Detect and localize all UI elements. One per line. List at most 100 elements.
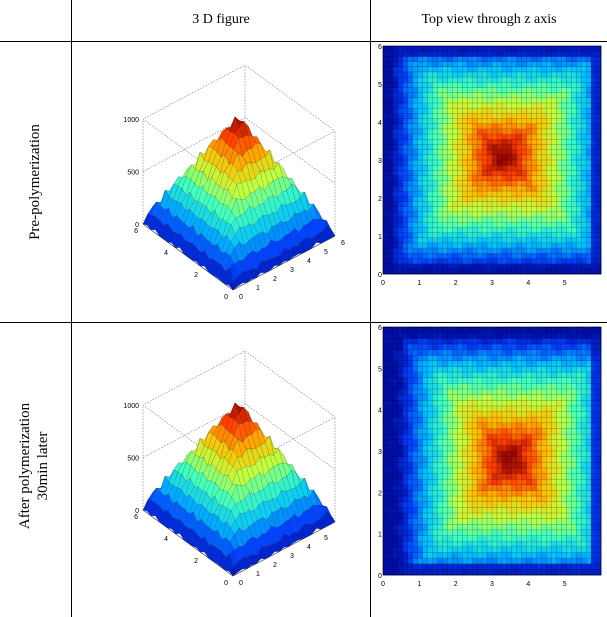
heatmap-cell [531, 92, 537, 99]
heatmap-cell [521, 327, 527, 333]
heatmap-cell [402, 546, 409, 553]
heatmap-cell [536, 71, 542, 78]
heatmap-cell [402, 134, 409, 140]
heatmap-cell [516, 327, 523, 333]
heatmap-cell [387, 206, 394, 213]
heatmap-cell [576, 123, 582, 130]
heatmap-cell [511, 467, 518, 474]
heatmap-cell [462, 149, 468, 156]
heatmap-cell [402, 394, 409, 401]
heatmap-cell [477, 479, 483, 486]
heatmap-cell [536, 558, 542, 565]
heatmap-cell [541, 428, 547, 435]
y-tick-label: 0 [378, 573, 382, 580]
heatmap-cell [492, 263, 498, 270]
heatmap-cell [467, 383, 473, 390]
heatmap-cell [427, 338, 433, 345]
heatmap-cell [531, 139, 537, 145]
heatmap-cell [417, 372, 423, 379]
heatmap-cell [417, 327, 423, 333]
heatmap-cell [561, 113, 567, 119]
heatmap-cell [427, 501, 433, 508]
heatmap-cell [492, 237, 498, 244]
heatmap-cell [546, 467, 552, 474]
heatmap-cell [556, 535, 562, 542]
heatmap-cell [383, 462, 389, 469]
heatmap-cell [541, 343, 547, 350]
heatmap-cell [506, 490, 513, 497]
heatmap-cell [496, 201, 503, 207]
heatmap-cell [556, 558, 562, 565]
heatmap-cell [472, 139, 478, 145]
heatmap-cell [576, 227, 582, 233]
heatmap-cell [437, 383, 443, 390]
heatmap-cell [566, 422, 572, 429]
heatmap-cell [402, 56, 409, 62]
heatmap-cell [462, 507, 468, 514]
heatmap-cell [422, 462, 428, 469]
heatmap-cell [462, 558, 468, 565]
heatmap-cell [571, 332, 577, 339]
heatmap-cell [452, 118, 458, 125]
heatmap-cell [581, 108, 587, 114]
heatmap-cell [496, 417, 503, 424]
heatmap-cell [477, 411, 483, 418]
heatmap-cell [571, 490, 577, 497]
heatmap-cell [432, 92, 438, 99]
heatmap-cell [442, 268, 448, 275]
heatmap-cell [482, 507, 488, 514]
heatmap-cell [477, 524, 483, 531]
heatmap-cell [387, 451, 394, 457]
heatmap-cell [566, 211, 572, 218]
heatmap-cell [397, 154, 404, 161]
heatmap-cell [596, 563, 602, 570]
heatmap-cell [482, 338, 488, 345]
heatmap-cell [383, 490, 389, 497]
heatmap-cell [536, 180, 542, 187]
heatmap-cell [402, 484, 409, 491]
heatmap-cell [432, 56, 438, 62]
heatmap-cell [496, 222, 503, 228]
heatmap-cell [442, 343, 448, 350]
heatmap-cell [383, 541, 389, 548]
heatmap-cell [531, 349, 537, 356]
surface-cell [284, 518, 295, 537]
heatmap-cell [462, 411, 468, 418]
heatmap-cell [407, 541, 414, 548]
heatmap-cell [417, 237, 423, 244]
heatmap-cell [536, 227, 542, 233]
heatmap-cell [521, 170, 527, 176]
heatmap-cell [447, 56, 453, 62]
heatmap-cell [447, 191, 453, 197]
heatmap-cell [571, 445, 577, 452]
heatmap-cell [511, 170, 518, 176]
heatmap-cell [546, 343, 552, 350]
heatmap-cell [472, 479, 478, 486]
heatmap-cell [467, 355, 473, 362]
heatmap-cell [576, 118, 582, 125]
heatmap-cell [427, 191, 433, 197]
heatmap-cell [566, 428, 572, 435]
heatmap-cell [397, 383, 404, 390]
heatmap-cell [551, 180, 557, 187]
heatmap-cell [541, 154, 547, 161]
heatmap-cell [536, 185, 542, 192]
heatmap-cell [452, 332, 458, 339]
heatmap-cell [447, 422, 453, 429]
heatmap-cell [591, 462, 597, 469]
heatmap-cell [407, 518, 414, 525]
heatmap-cell [586, 227, 592, 233]
heatmap-cell [596, 355, 602, 362]
heatmap-cell [551, 77, 557, 83]
heatmap-cell [521, 185, 527, 192]
heatmap-cell [437, 422, 443, 429]
heatmap-cell [506, 165, 513, 171]
heatmap-cell [447, 338, 453, 345]
heatmap-cell [506, 201, 513, 207]
heatmap-cell [427, 258, 433, 264]
surface-cell [225, 527, 235, 543]
heatmap-cell [407, 405, 414, 412]
heatmap-cell [467, 529, 473, 536]
surface-cell [246, 162, 256, 181]
heatmap-cell [511, 196, 518, 202]
